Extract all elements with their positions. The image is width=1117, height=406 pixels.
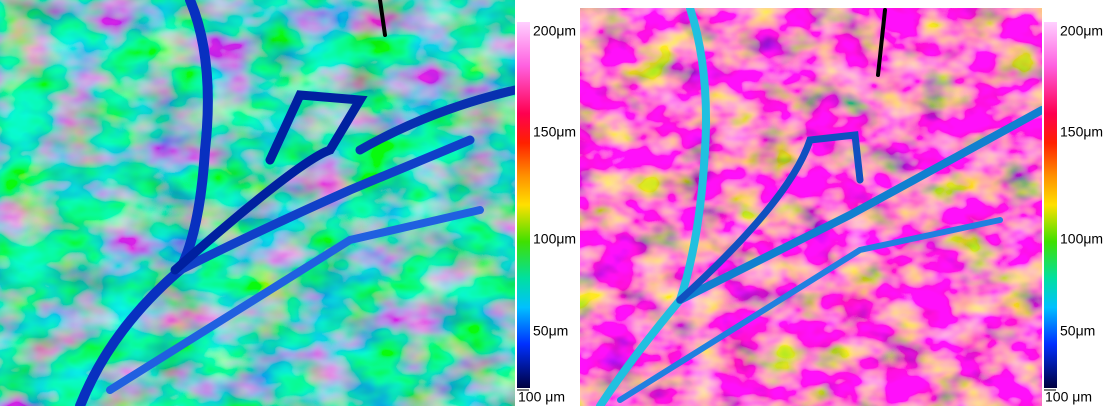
colorbar-label: 200μm bbox=[533, 23, 576, 39]
colorbar-label: 50μm bbox=[533, 323, 568, 339]
right-image bbox=[580, 8, 1042, 406]
colorbar bbox=[517, 22, 530, 388]
colorbar bbox=[1044, 22, 1057, 388]
scale-bar-label: 100 μm bbox=[518, 389, 565, 405]
colorbar-label: 50μm bbox=[1060, 323, 1095, 339]
scale-bar-label: 100 μm bbox=[1045, 389, 1092, 405]
colorbar-label: 100μm bbox=[1060, 231, 1103, 247]
colorbar-label: 150μm bbox=[533, 124, 576, 140]
colorbars: 200μm 150μm 100μm 50μm 100 μm 200μm 150μm 100μm… bbox=[517, 22, 1103, 405]
colorbar-label: 150μm bbox=[1060, 124, 1103, 140]
colorbar-label: 200μm bbox=[1060, 23, 1103, 39]
colorbar-label: 100μm bbox=[533, 231, 576, 247]
left-image bbox=[0, 0, 515, 406]
